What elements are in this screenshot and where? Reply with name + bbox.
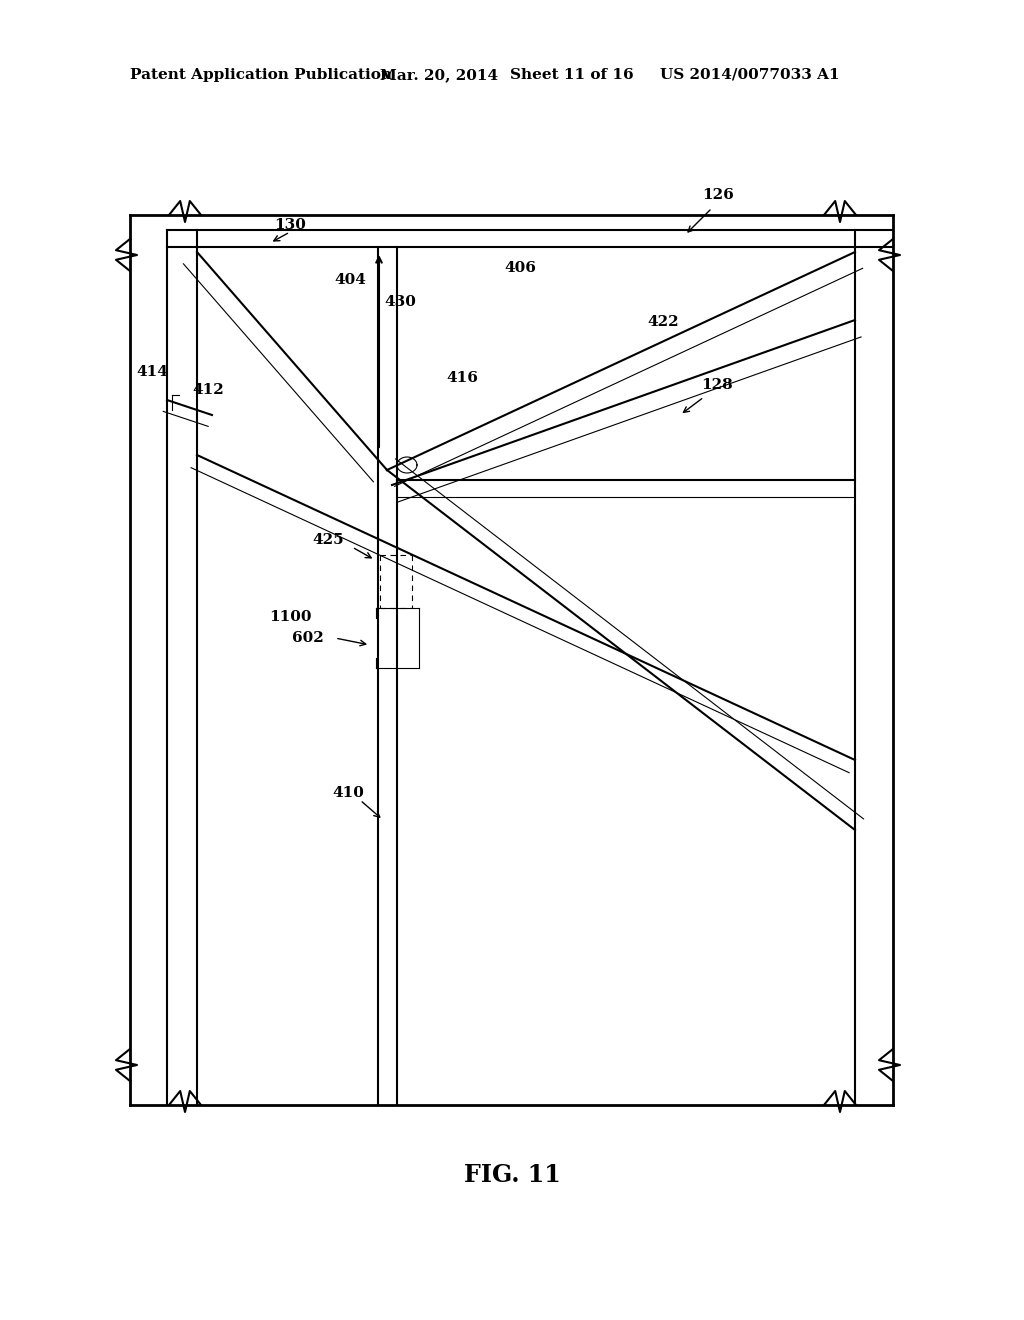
Text: 126: 126 — [702, 187, 734, 202]
Text: Patent Application Publication: Patent Application Publication — [130, 69, 392, 82]
Text: 422: 422 — [647, 315, 679, 329]
Text: 128: 128 — [701, 378, 733, 392]
Text: 412: 412 — [193, 383, 224, 397]
Text: 602: 602 — [292, 631, 324, 645]
Text: 425: 425 — [312, 533, 344, 546]
Text: 414: 414 — [136, 366, 168, 379]
Text: 416: 416 — [446, 371, 478, 385]
Text: US 2014/0077033 A1: US 2014/0077033 A1 — [660, 69, 840, 82]
Text: Mar. 20, 2014: Mar. 20, 2014 — [380, 69, 498, 82]
Text: 406: 406 — [504, 261, 536, 275]
Text: 130: 130 — [274, 218, 306, 232]
Text: 1100: 1100 — [268, 610, 311, 624]
Text: 430: 430 — [384, 294, 416, 309]
Text: 410: 410 — [332, 785, 364, 800]
Text: Sheet 11 of 16: Sheet 11 of 16 — [510, 69, 634, 82]
Text: 404: 404 — [334, 273, 366, 286]
Text: FIG. 11: FIG. 11 — [464, 1163, 560, 1187]
